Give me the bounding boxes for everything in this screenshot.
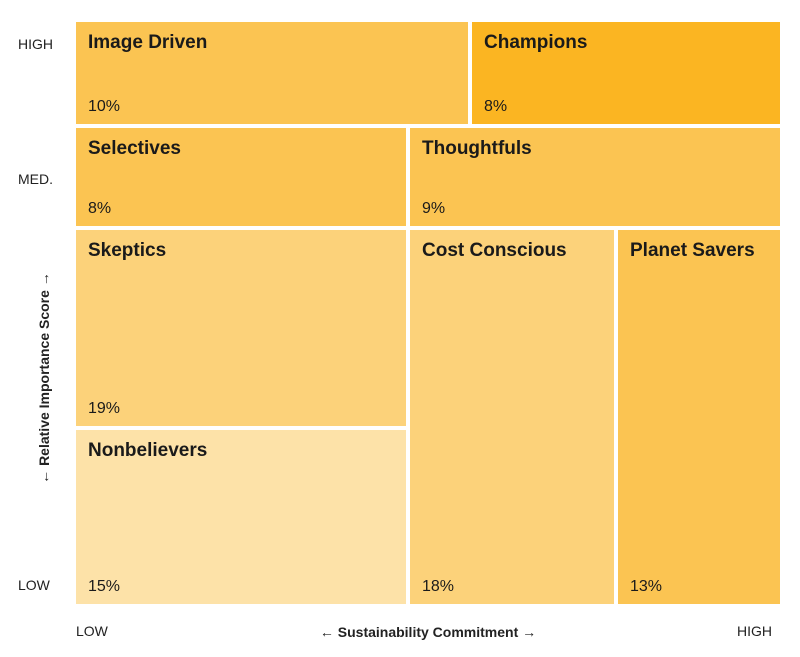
tile-selectives: Selectives 8% <box>74 126 408 228</box>
tile-label: Selectives <box>88 138 181 159</box>
tile-label: Thoughtfuls <box>422 138 532 159</box>
tile-champions: Champions 8% <box>470 20 782 126</box>
tile-label: Nonbelievers <box>88 440 208 461</box>
tile-value: 18% <box>422 578 455 595</box>
tile-label: Skeptics <box>88 240 167 261</box>
y-tick-med: MED. <box>18 171 53 187</box>
tile-value: 9% <box>422 200 446 217</box>
tile-planet-savers: Planet Savers 13% <box>616 228 782 606</box>
y-axis-title: ← Relative Importance Score → <box>36 272 52 484</box>
tile-label: Image Driven <box>88 32 208 53</box>
x-tick-low: LOW <box>76 623 108 639</box>
x-tick-high: HIGH <box>737 623 772 639</box>
tile-value: 8% <box>484 98 508 115</box>
tile-label: Planet Savers <box>630 240 755 261</box>
x-axis-title: ← Sustainability Commitment → <box>319 624 537 640</box>
y-tick-low: LOW <box>18 577 50 593</box>
tile-value: 8% <box>88 200 112 217</box>
tile-image-driven: Image Driven 10% <box>74 20 470 126</box>
tile-thoughtfuls: Thoughtfuls 9% <box>408 126 782 228</box>
tile-value: 13% <box>630 578 663 595</box>
tile-nonbelievers: Nonbelievers 15% <box>74 428 408 606</box>
tile-cost-conscious: Cost Conscious 18% <box>408 228 616 606</box>
tile-skeptics: Skeptics 19% <box>74 228 408 428</box>
tile-value: 15% <box>88 578 121 595</box>
tile-value: 19% <box>88 400 121 417</box>
tile-value: 10% <box>88 98 121 115</box>
tile-label: Champions <box>484 32 588 53</box>
y-tick-high: HIGH <box>18 36 53 52</box>
tile-label: Cost Conscious <box>422 240 567 261</box>
